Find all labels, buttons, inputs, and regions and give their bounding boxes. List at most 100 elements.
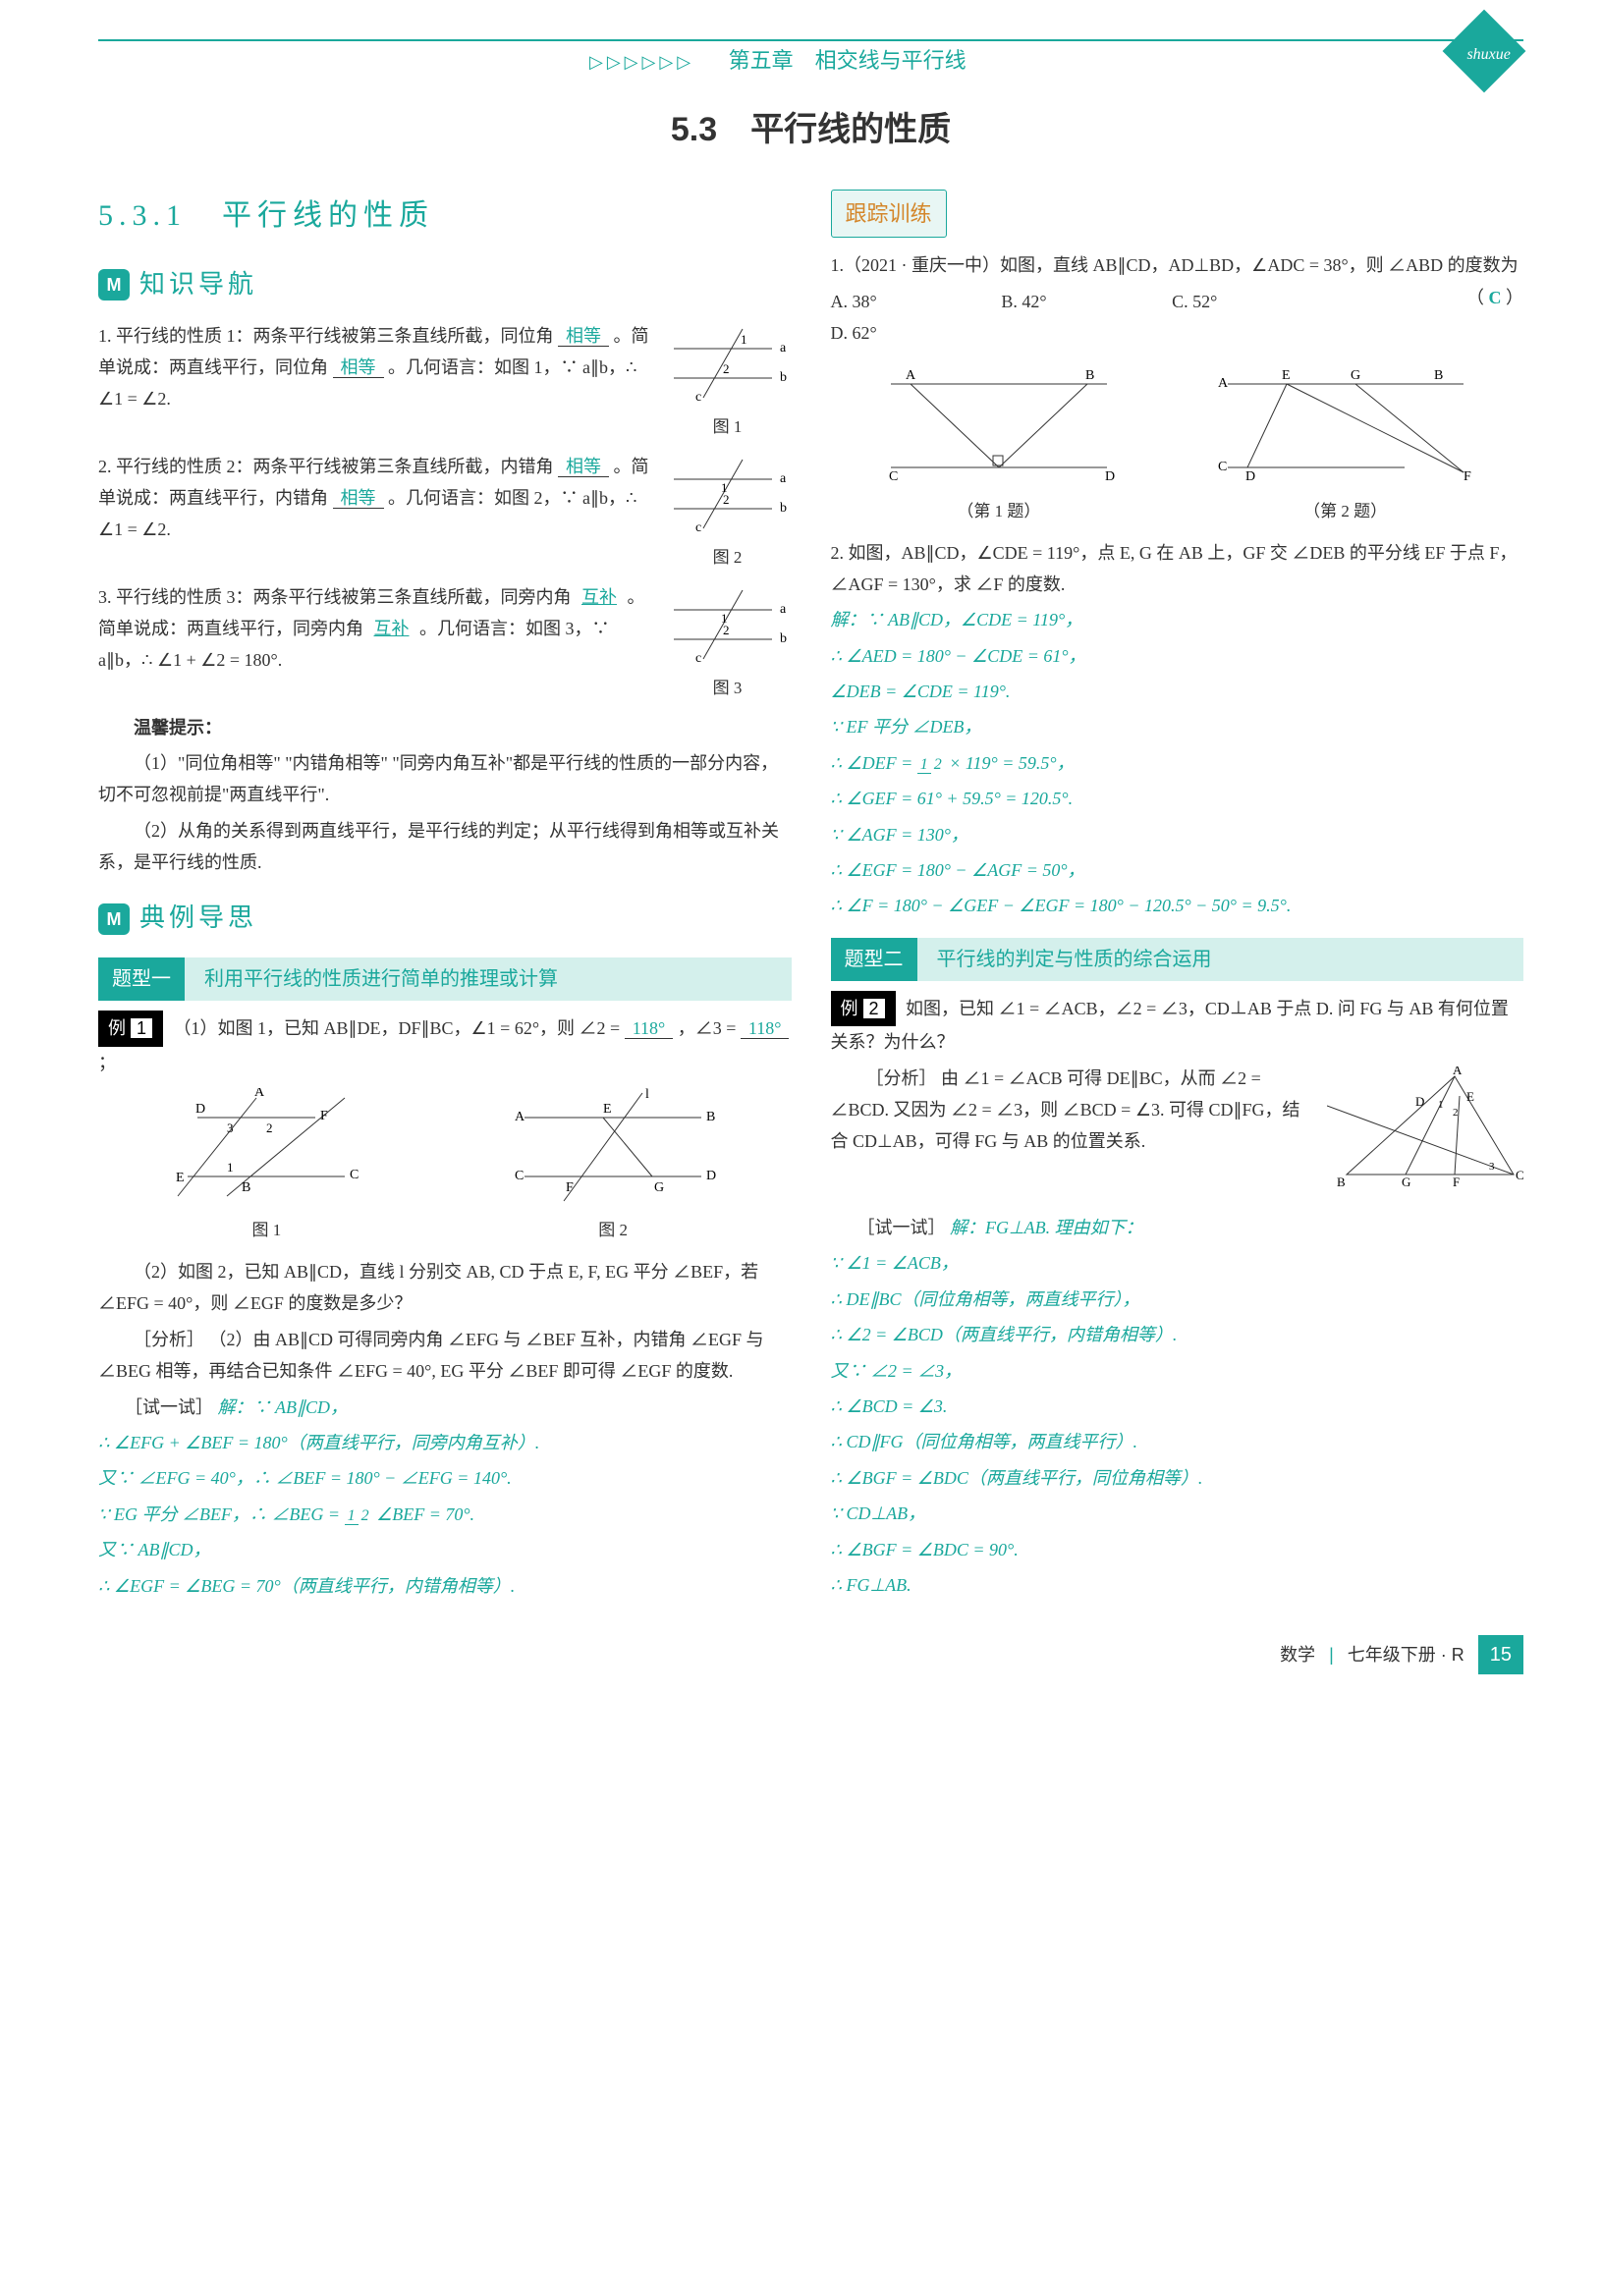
svg-text:C: C xyxy=(1218,460,1227,474)
q2-sol-3: ∠DEB = ∠CDE = 119°. xyxy=(831,676,1524,707)
svg-text:C: C xyxy=(515,1169,524,1183)
ex1-label: 例 xyxy=(108,1018,126,1038)
type-2-title: 平行线的判定与性质的综合运用 xyxy=(917,938,1524,981)
svg-text:E: E xyxy=(1466,1089,1474,1104)
q2-sol-5: ∴ ∠DEF = 12 × 119° = 59.5°， xyxy=(831,747,1524,779)
knowledge-nav-tag: M 知识导航 xyxy=(98,262,792,308)
ex2-sol-3: ∴ DE∥BC（同位角相等，两直线平行）， xyxy=(831,1284,1524,1315)
example-1-badge: 例1 xyxy=(98,1011,163,1046)
figure-1-svg: a b c 1 2 xyxy=(664,324,792,403)
subsection-title: 5.3.1 平行线的性质 xyxy=(98,190,792,243)
ex2-sol-8: ∴ ∠BGF = ∠BDC（两直线平行，同位角相等）. xyxy=(831,1462,1524,1494)
svg-text:c: c xyxy=(695,651,701,664)
q1-text: 1.（2021 · 重庆一中）如图，直线 AB∥CD，AD⊥BD，∠ADC = … xyxy=(831,249,1524,281)
figure-3: a b c 1 2 图 3 xyxy=(664,585,792,704)
sol-4: ∵ EG 平分 ∠BEF，∴ ∠BEG = 12 ∠BEF = 70°. xyxy=(98,1499,792,1530)
svg-text:2: 2 xyxy=(723,623,730,637)
header-arrows-icon: ▷▷▷▷▷▷ xyxy=(589,46,694,78)
svg-text:C: C xyxy=(889,469,898,484)
figure-2-caption: 图 2 xyxy=(664,543,792,574)
svg-text:b: b xyxy=(780,370,787,385)
footer-page-number: 15 xyxy=(1478,1635,1523,1674)
type-1-title: 利用平行线的性质进行简单的推理或计算 xyxy=(185,957,792,1001)
svg-text:1: 1 xyxy=(741,332,747,347)
q1-answer: C xyxy=(1489,288,1502,307)
sol-5: 又∵ AB∥CD， xyxy=(98,1534,792,1565)
svg-text:F: F xyxy=(1453,1175,1460,1189)
p3-a: 3. 平行线的性质 3：两条平行线被第三条直线所截，同旁内角 xyxy=(98,587,572,607)
blank-1: 相等 xyxy=(558,326,609,347)
ex2-analysis-block: A D E B F G C 1 2 3 ［分析］ 由 ∠1 = ∠ACB 可得 … xyxy=(831,1063,1524,1208)
svg-text:B: B xyxy=(242,1180,250,1195)
left-column: 5.3.1 平行线的性质 M 知识导航 a b c 1 2 图 1 xyxy=(98,190,792,1606)
frac-den: 2 xyxy=(359,1507,372,1524)
ex2-sol-11: ∴ FG⊥AB. xyxy=(831,1569,1524,1601)
sol-4b: ∠BEF = 70°. xyxy=(372,1504,474,1524)
svg-text:D: D xyxy=(1105,469,1115,484)
svg-text:c: c xyxy=(695,520,701,533)
nav-icon: M xyxy=(98,269,130,301)
q1-q2-figures: A B C D （第 1 题） A E G B C xyxy=(831,359,1524,527)
q1-fig-cap: （第 1 题） xyxy=(871,497,1127,527)
q2-sol-5a: ∴ ∠DEF = xyxy=(831,753,917,773)
svg-text:E: E xyxy=(1282,368,1291,383)
figure-3-caption: 图 3 xyxy=(664,674,792,704)
ex2-sol-9: ∵ CD⊥AB， xyxy=(831,1498,1524,1529)
ex1-try: ［试一试］ 解：∵ AB∥CD， xyxy=(98,1392,792,1423)
svg-text:A: A xyxy=(1453,1066,1463,1077)
example-2-badge: 例2 xyxy=(831,991,896,1026)
q1-options: A. 38° B. 42° C. 52° D. 62° xyxy=(831,286,1524,350)
ex1-end: ； xyxy=(98,1053,116,1072)
q1-opt-a: A. 38° xyxy=(831,286,997,317)
svg-text:B: B xyxy=(1085,368,1094,383)
svg-text:D: D xyxy=(195,1102,205,1117)
svg-text:D: D xyxy=(1245,469,1255,484)
ex2-try-label: ［试一试］ xyxy=(866,1218,946,1237)
property-1-block: a b c 1 2 图 1 1. 平行线的性质 1：两条平行线被第三条直线所截，… xyxy=(98,320,792,447)
ex1-figure-1: D F E B C A 3 2 1 图 1 xyxy=(168,1088,364,1246)
ex2-num: 2 xyxy=(862,998,886,1019)
example-icon: M xyxy=(98,903,130,935)
right-column: 跟踪训练 1.（2021 · 重庆一中）如图，直线 AB∥CD，AD⊥BD，∠A… xyxy=(831,190,1524,1606)
svg-text:3: 3 xyxy=(227,1121,234,1135)
svg-text:2: 2 xyxy=(1453,1107,1459,1119)
nav-title: 知识导航 xyxy=(139,262,257,308)
blank-2: 相等 xyxy=(333,357,384,378)
svg-text:A: A xyxy=(515,1110,525,1124)
logo-text: shuxue xyxy=(1460,24,1519,70)
sol-1: 解：∵ AB∥CD， xyxy=(218,1397,349,1417)
svg-text:b: b xyxy=(780,631,787,646)
q2-figure: A E G B C D F （第 2 题） xyxy=(1208,359,1483,527)
frac-num-2: 1 xyxy=(917,756,931,774)
figure-1-caption: 图 1 xyxy=(664,412,792,443)
practice-header: 跟踪训练 xyxy=(831,190,947,239)
sol-2: ∴ ∠EFG + ∠BEF = 180°（两直线平行，同旁内角互补）. xyxy=(98,1427,792,1458)
type-1-bar: 题型一 利用平行线的性质进行简单的推理或计算 xyxy=(98,957,792,1001)
svg-text:a: a xyxy=(780,602,787,617)
svg-text:c: c xyxy=(695,390,701,403)
ex1-fig2-cap: 图 2 xyxy=(505,1216,721,1246)
q1-lp: （ xyxy=(1466,288,1484,307)
ex1-fig1-cap: 图 1 xyxy=(168,1216,364,1246)
blank-6: 互补 xyxy=(368,619,415,638)
frac-den-2: 2 xyxy=(931,756,945,773)
svg-text:1: 1 xyxy=(227,1160,234,1175)
frac-num: 1 xyxy=(345,1507,359,1525)
p1-a: 1. 平行线的性质 1：两条平行线被第三条直线所截，同位角 xyxy=(98,326,554,346)
main-title: 5.3 平行线的性质 xyxy=(98,100,1523,160)
ex2-sol-1: 解：FG⊥AB. 理由如下： xyxy=(950,1218,1143,1237)
ex1-num: 1 xyxy=(130,1017,153,1039)
ex1-question-2: （2）如图 2，已知 AB∥CD，直线 l 分别交 AB, CD 于点 E, F… xyxy=(98,1256,792,1320)
blank-5: 互补 xyxy=(576,587,623,607)
sol-3: 又∵ ∠EFG = 40°，∴ ∠BEF = 180° − ∠EFG = 140… xyxy=(98,1462,792,1494)
ex1-analysis: ［分析］ （2）由 AB∥CD 可得同旁内角 ∠EFG 与 ∠BEF 互补，内错… xyxy=(98,1324,792,1388)
q2-fig-cap: （第 2 题） xyxy=(1208,497,1483,527)
try-label: ［试一试］ xyxy=(134,1397,213,1417)
example-title: 典例导思 xyxy=(139,896,257,942)
svg-text:F: F xyxy=(1464,469,1471,484)
svg-text:D: D xyxy=(1415,1094,1424,1109)
svg-text:E: E xyxy=(176,1171,185,1185)
tip-1: （1）"同位角相等" "内错角相等" "同旁内角互补"都是平行线的性质的一部分内… xyxy=(98,747,792,811)
tip-2: （2）从角的关系得到两直线平行，是平行线的判定；从平行线得到角相等或互补关系，是… xyxy=(98,815,792,879)
svg-text:3: 3 xyxy=(1489,1161,1495,1173)
